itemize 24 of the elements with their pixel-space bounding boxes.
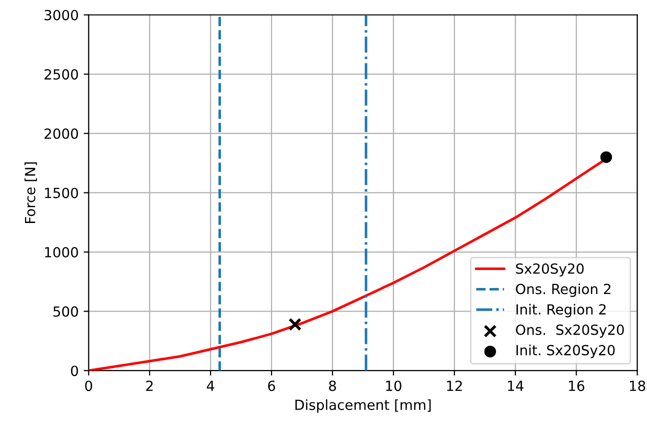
legend-label: Ons. Sx20Sy20 <box>516 324 624 338</box>
y-tick-label: 500 <box>53 306 78 317</box>
y-tick-label: 1500 <box>45 188 78 198</box>
x-tick-label: 8 <box>329 380 336 392</box>
legend-label: Sx20Sy20 <box>516 263 584 277</box>
y-tick-label: 2500 <box>44 69 78 80</box>
x-tick-label: 6 <box>268 380 276 392</box>
x-tick-label: 16 <box>569 380 584 392</box>
y-tick-label: 1000 <box>45 246 78 258</box>
legend-label: Init. Region 2 <box>516 304 606 318</box>
x-axis-title: Displacement [mm] <box>295 399 431 413</box>
legend-label: Init. Sx20Sy20 <box>516 344 615 358</box>
x-tick-label: 2 <box>146 380 153 391</box>
legend-label: Ons. Region 2 <box>516 284 610 297</box>
y-tick-label: 0 <box>70 366 78 376</box>
y-tick-label: 2000 <box>44 128 78 139</box>
x-tick-label: 14 <box>508 380 524 391</box>
x-tick-label: 10 <box>386 380 402 392</box>
y-tick-label: 3000 <box>44 10 78 20</box>
x-tick-label: 4 <box>206 380 214 391</box>
y-axis-title: Force [N] <box>24 162 37 223</box>
x-tick-label: 0 <box>85 380 92 392</box>
x-tick-label: 12 <box>447 380 462 391</box>
x-tick-label: 18 <box>630 380 646 392</box>
